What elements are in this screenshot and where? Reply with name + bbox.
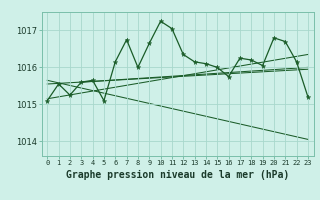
X-axis label: Graphe pression niveau de la mer (hPa): Graphe pression niveau de la mer (hPa) bbox=[66, 170, 289, 180]
